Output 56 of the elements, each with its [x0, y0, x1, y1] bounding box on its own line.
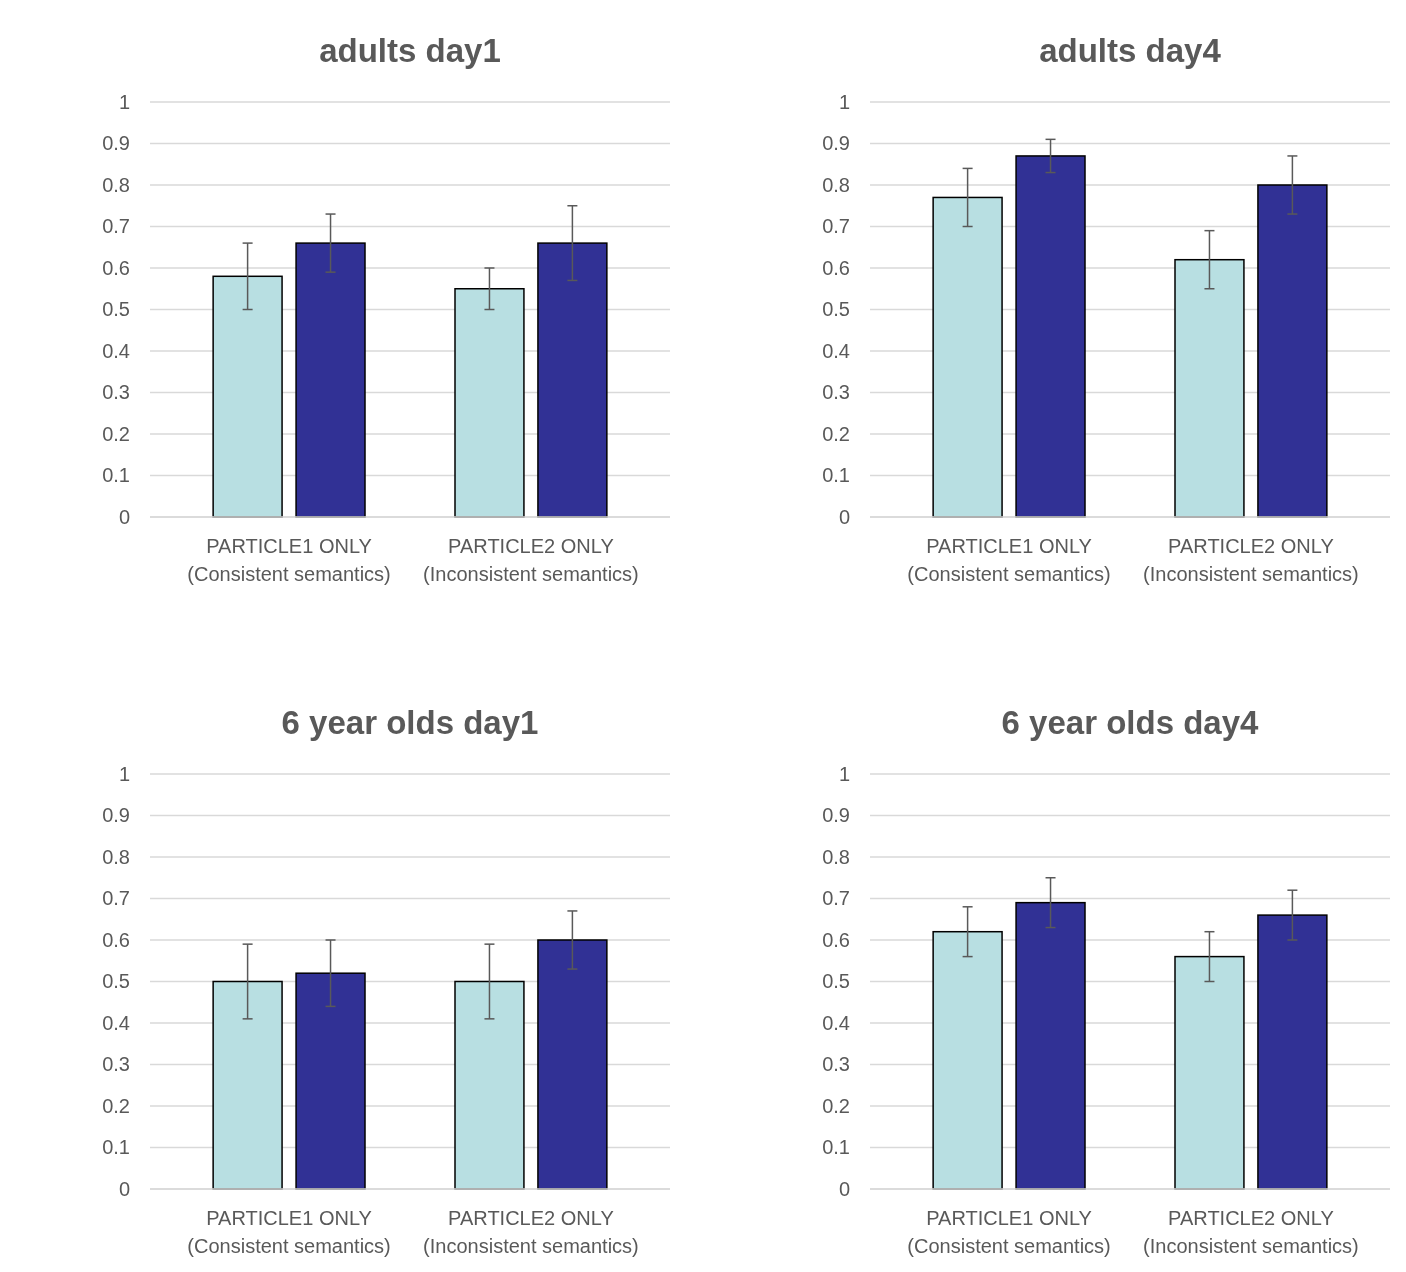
x-tick-label: PARTICLE1 ONLY (Consistent semantics) [907, 1207, 1111, 1257]
y-tick-label: 0.7 [102, 215, 130, 238]
x-tick-label: PARTICLE1 ONLY (Consistent semantics) [187, 535, 391, 585]
y-tick-label: 0.3 [102, 1053, 130, 1076]
y-tick-label: 0.1 [822, 1136, 850, 1159]
y-tick-label: 0.3 [102, 381, 130, 404]
y-tick-label: 0.4 [102, 1011, 130, 1034]
y-tick-label: 0.1 [102, 464, 130, 487]
x-tick-label: PARTICLE2 ONLY (Inconsistent semantics) [423, 535, 639, 585]
y-tick-label: 0.9 [822, 804, 850, 827]
y-tick-label: 0.6 [822, 928, 850, 951]
y-tick-label: 0.5 [102, 970, 130, 993]
y-tick-label: 0.5 [822, 970, 850, 993]
y-tick-label: 0.1 [822, 464, 850, 487]
y-tick-label: 0 [118, 1177, 130, 1200]
y-tick-label: 0.6 [822, 256, 850, 279]
y-tick-label: 1 [838, 90, 850, 113]
y-tick-label: 0.7 [822, 215, 850, 238]
x-tick-label: PARTICLE2 ONLY (Inconsistent semantics) [1143, 535, 1359, 585]
y-tick-label: 0 [838, 1177, 850, 1200]
y-tick-label: 0.7 [102, 887, 130, 910]
y-tick-label: 0.8 [102, 173, 130, 196]
y-tick-label: 0.8 [822, 173, 850, 196]
y-tick-label: 0.2 [102, 422, 130, 445]
x-tick-label: PARTICLE1 ONLY (Consistent semantics) [907, 535, 1111, 585]
y-tick-label: 1 [118, 90, 130, 113]
y-tick-label: 1 [118, 762, 130, 785]
y-tick-label: 0.5 [822, 298, 850, 321]
y-tick-label: 0.2 [822, 422, 850, 445]
chart-title: adults day4 [1039, 32, 1222, 69]
y-tick-label: 0.9 [102, 132, 130, 155]
y-tick-label: 0 [838, 505, 850, 528]
x-tick-label: PARTICLE2 ONLY (Inconsistent semantics) [423, 1207, 639, 1257]
x-tick-label: PARTICLE1 ONLY (Consistent semantics) [187, 1207, 391, 1257]
chart-title: adults day1 [319, 32, 501, 69]
y-tick-label: 0.7 [822, 887, 850, 910]
chart-title: 6 year olds day1 [281, 704, 539, 741]
y-tick-label: 0.9 [822, 132, 850, 155]
x-tick-label: PARTICLE2 ONLY (Inconsistent semantics) [1143, 1207, 1359, 1257]
y-tick-label: 0.2 [822, 1094, 850, 1117]
y-tick-label: 0.2 [102, 1094, 130, 1117]
y-tick-label: 0.6 [102, 928, 130, 951]
y-tick-label: 0 [118, 505, 130, 528]
y-tick-label: 0.1 [102, 1136, 130, 1159]
y-tick-label: 0.8 [822, 845, 850, 868]
y-tick-label: 0.3 [822, 1053, 850, 1076]
chart-title: 6 year olds day4 [1001, 704, 1260, 741]
y-tick-label: 0.6 [102, 256, 130, 279]
y-tick-label: 0.8 [102, 845, 130, 868]
y-tick-label: 1 [838, 762, 850, 785]
y-tick-label: 0.4 [102, 339, 130, 362]
y-tick-label: 0.5 [102, 298, 130, 321]
y-tick-label: 0.4 [822, 1011, 850, 1034]
y-tick-label: 0.3 [822, 381, 850, 404]
y-tick-label: 0.9 [102, 804, 130, 827]
y-tick-label: 0.4 [822, 339, 850, 362]
